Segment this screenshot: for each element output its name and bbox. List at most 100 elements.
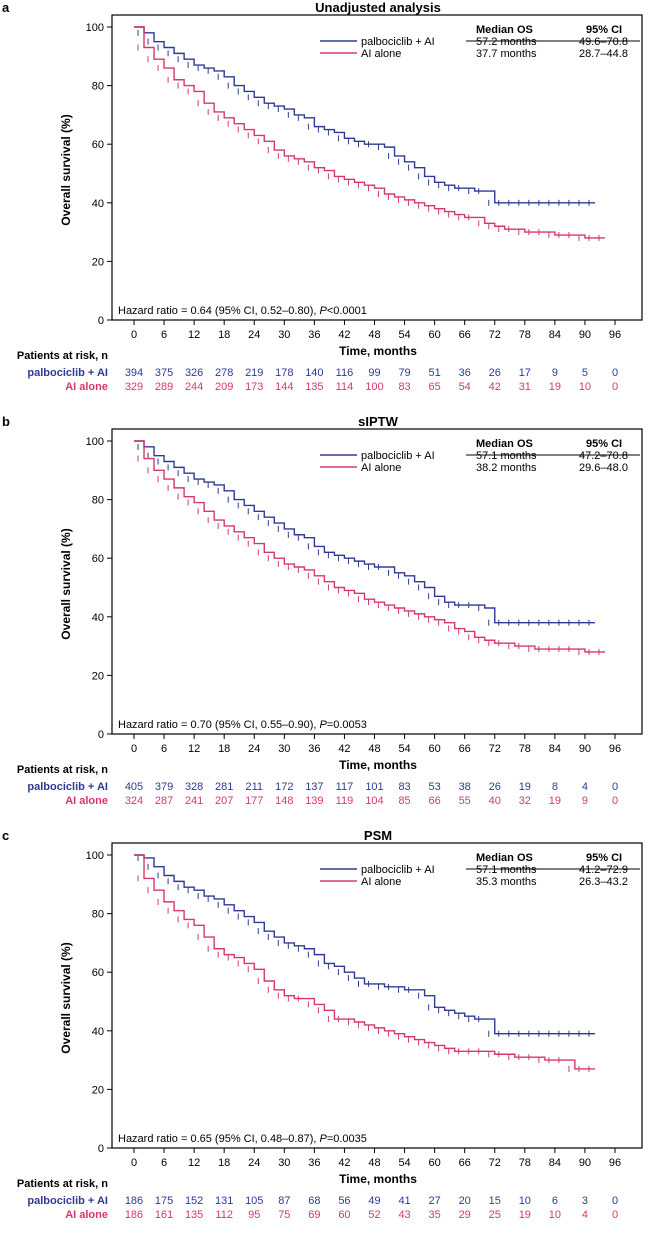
at-risk-count: 244 [185,381,203,393]
risk-row-label: palbociclib + AI [27,367,108,379]
at-risk-count: 8 [552,781,558,793]
at-risk-count: 32 [519,795,531,807]
x-tick-label: 54 [398,743,410,755]
at-risk-count: 105 [245,1195,263,1207]
y-tick-label: 60 [92,553,104,565]
x-tick-label: 60 [429,743,441,755]
at-risk-count: 0 [612,1195,618,1207]
x-axis-title: Time, months [339,758,417,772]
hazard-ratio-text: Hazard ratio = 0.64 (95% CI, 0.52–0.80),… [118,305,367,317]
at-risk-count: 52 [368,1209,380,1221]
at-risk-count: 394 [125,367,143,379]
risk-row-label: AI alone [65,795,108,807]
at-risk-count: 53 [429,781,441,793]
y-tick-label: 80 [92,81,104,93]
y-tick-label: 40 [92,1026,104,1038]
panel-title: PSM [364,828,392,843]
at-risk-count: 135 [185,1209,203,1221]
y-tick-label: 40 [92,198,104,210]
at-risk-count: 55 [459,795,471,807]
x-tick-label: 48 [368,1157,380,1169]
x-tick-label: 66 [459,1157,471,1169]
risk-table-header: Patients at risk, n [17,1178,108,1190]
plot-frame [111,428,643,735]
at-risk-count: 324 [125,795,143,807]
ci-value: 29.6–48.0 [579,462,628,474]
median-value: 57.2 months [476,36,537,48]
at-risk-count: 207 [215,795,233,807]
at-risk-count: 0 [612,381,618,393]
at-risk-count: 36 [459,367,471,379]
at-risk-count: 161 [155,1209,173,1221]
x-tick-label: 48 [368,743,380,755]
x-tick-label: 12 [188,743,200,755]
x-tick-label: 84 [549,743,561,755]
at-risk-count: 20 [459,1195,471,1207]
x-tick-label: 72 [489,743,501,755]
y-tick-label: 20 [92,670,104,682]
at-risk-count: 10 [579,381,591,393]
table-header-median: Median OS [476,852,533,864]
x-tick-label: 24 [248,329,260,341]
at-risk-count: 4 [582,781,588,793]
at-risk-count: 148 [275,795,293,807]
at-risk-count: 35 [429,1209,441,1221]
at-risk-count: 104 [365,795,383,807]
at-risk-count: 19 [519,781,531,793]
at-risk-count: 51 [429,367,441,379]
at-risk-count: 177 [245,795,263,807]
x-tick-label: 0 [131,329,137,341]
x-tick-label: 96 [609,1157,621,1169]
risk-row-label: AI alone [65,381,108,393]
x-tick-label: 6 [161,1157,167,1169]
survival-curve-ai-alone [134,440,605,653]
legend-label: palbociclib + AI [361,864,435,876]
at-risk-count: 131 [215,1195,233,1207]
x-tick-label: 96 [609,329,621,341]
plot-frame [111,842,643,1149]
y-tick-label: 0 [98,729,104,741]
at-risk-count: 42 [489,381,501,393]
at-risk-count: 75 [278,1209,290,1221]
x-tick-label: 48 [368,329,380,341]
x-tick-label: 54 [398,1157,410,1169]
x-tick-label: 72 [489,329,501,341]
y-axis-title: Overall survival (%) [59,942,73,1053]
at-risk-count: 114 [336,381,354,393]
panel-letter: c [2,828,9,843]
table-header-ci: 95% CI [586,24,622,36]
at-risk-count: 19 [549,795,561,807]
y-tick-label: 40 [92,612,104,624]
x-tick-label: 42 [338,329,350,341]
x-tick-label: 60 [429,1157,441,1169]
at-risk-count: 43 [398,1209,410,1221]
at-risk-count: 139 [305,795,323,807]
x-axis-title: Time, months [339,1172,417,1186]
p-symbol: P [319,1133,327,1145]
legend-label: AI alone [361,462,401,474]
at-risk-count: 99 [368,367,380,379]
x-tick-label: 84 [549,1157,561,1169]
x-tick-label: 36 [308,329,320,341]
at-risk-count: 0 [612,1209,618,1221]
survival-curve-ai-alone [134,26,605,239]
at-risk-count: 137 [305,781,323,793]
legend-label: AI alone [361,48,401,60]
at-risk-count: 6 [552,1195,558,1207]
x-tick-label: 0 [131,1157,137,1169]
at-risk-count: 25 [489,1209,501,1221]
x-tick-label: 78 [519,329,531,341]
x-tick-label: 30 [278,329,290,341]
risk-row-label: palbociclib + AI [27,781,108,793]
y-tick-label: 80 [92,909,104,921]
survival-curve-ai-alone [134,854,595,1070]
at-risk-count: 38 [459,781,471,793]
at-risk-count: 0 [612,367,618,379]
at-risk-count: 85 [398,795,410,807]
at-risk-count: 379 [155,781,173,793]
at-risk-count: 66 [429,795,441,807]
panel-letter: a [2,0,10,15]
p-symbol: P [319,305,327,317]
